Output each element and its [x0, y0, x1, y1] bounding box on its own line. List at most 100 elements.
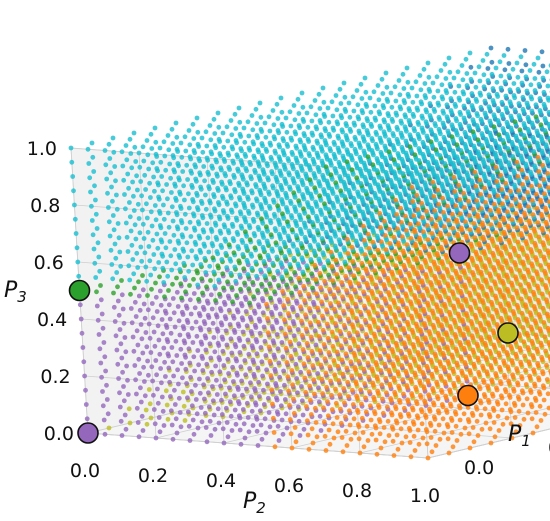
- data-point: [377, 123, 383, 129]
- data-point: [194, 115, 200, 121]
- data-point: [383, 70, 389, 76]
- data-point: [497, 59, 503, 65]
- data-point: [342, 94, 348, 100]
- data-point: [263, 134, 269, 140]
- data-point: [392, 84, 398, 90]
- data-point: [414, 93, 420, 99]
- data-point: [451, 75, 457, 81]
- data-point: [482, 110, 488, 116]
- data-point: [132, 144, 138, 150]
- data-point: [388, 90, 394, 96]
- data-point: [241, 125, 247, 131]
- data-point: [523, 62, 529, 68]
- grid-line: [423, 352, 550, 363]
- data-point: [266, 114, 272, 120]
- data-point: [309, 118, 315, 124]
- data-point: [259, 141, 265, 146]
- data-point: [279, 121, 285, 127]
- data-point: [494, 91, 500, 97]
- data-point: [278, 95, 284, 101]
- data-point: [459, 63, 465, 68]
- data-point: [507, 99, 513, 105]
- data-point: [133, 159, 139, 164]
- data-point: [522, 48, 528, 53]
- data-point: [419, 113, 425, 119]
- data-point: [457, 109, 463, 115]
- data-point: [330, 113, 336, 119]
- data-point: [486, 92, 492, 98]
- data-point: [502, 67, 508, 73]
- data-point: [404, 65, 410, 71]
- data-point: [317, 106, 323, 111]
- data-point: [541, 101, 547, 107]
- data-point: [527, 68, 533, 73]
- data-point: [274, 101, 280, 107]
- data-point: [207, 123, 213, 128]
- data-point: [506, 73, 512, 78]
- data-point: [414, 105, 420, 111]
- data-point: [460, 77, 466, 83]
- data-point: [490, 86, 496, 91]
- data-point: [498, 73, 504, 79]
- data-point: [536, 69, 542, 75]
- data-point: [299, 90, 305, 96]
- data-point: [481, 84, 487, 90]
- data-point: [249, 113, 255, 118]
- data-point: [434, 74, 440, 80]
- data-point: [379, 76, 385, 82]
- data-point: [296, 111, 302, 116]
- data-point: [507, 87, 513, 93]
- data-point: [524, 88, 530, 94]
- data-point: [271, 122, 277, 128]
- data-point: [448, 108, 454, 113]
- data-point: [425, 60, 431, 66]
- data-point: [242, 139, 248, 145]
- data-point: [312, 98, 318, 103]
- data-point: [280, 136, 286, 141]
- data-point: [150, 160, 156, 166]
- data-point: [532, 88, 538, 93]
- data-point: [284, 129, 290, 135]
- data-point: [389, 104, 395, 110]
- data-point: [455, 69, 461, 75]
- data-point: [153, 139, 159, 145]
- data-point: [237, 119, 243, 125]
- data-point: [516, 101, 522, 106]
- data-point: [489, 71, 495, 77]
- data-point: [246, 133, 252, 139]
- data-point: [359, 96, 365, 101]
- data-point: [250, 127, 256, 133]
- data-point: [228, 118, 234, 123]
- data-point: [411, 126, 417, 131]
- data-point: [418, 87, 424, 93]
- data-point: [326, 119, 332, 125]
- data-point: [325, 105, 331, 111]
- data-point: [417, 73, 423, 78]
- data-point: [515, 86, 521, 92]
- data-point: [469, 91, 475, 96]
- data-point: [169, 126, 175, 132]
- data-point: [481, 72, 487, 78]
- data-point: [503, 105, 509, 111]
- data-point: [342, 106, 348, 112]
- data-point: [422, 81, 428, 86]
- data-point: [510, 66, 516, 72]
- grid-line: [427, 428, 550, 459]
- data-point: [258, 126, 264, 132]
- data-point: [431, 106, 437, 112]
- data-point: [474, 111, 480, 116]
- data-point: [503, 93, 509, 99]
- data-point: [308, 104, 314, 110]
- data-point: [528, 94, 534, 100]
- data-point: [343, 121, 349, 126]
- data-point: [500, 126, 506, 131]
- data-point: [360, 122, 366, 128]
- data-point: [452, 101, 458, 107]
- data-point: [262, 120, 268, 126]
- data-point: [406, 106, 412, 111]
- data-point: [505, 46, 511, 52]
- data-point: [381, 117, 387, 123]
- data-point: [334, 107, 340, 113]
- data-point: [498, 85, 504, 91]
- data-point: [409, 85, 415, 91]
